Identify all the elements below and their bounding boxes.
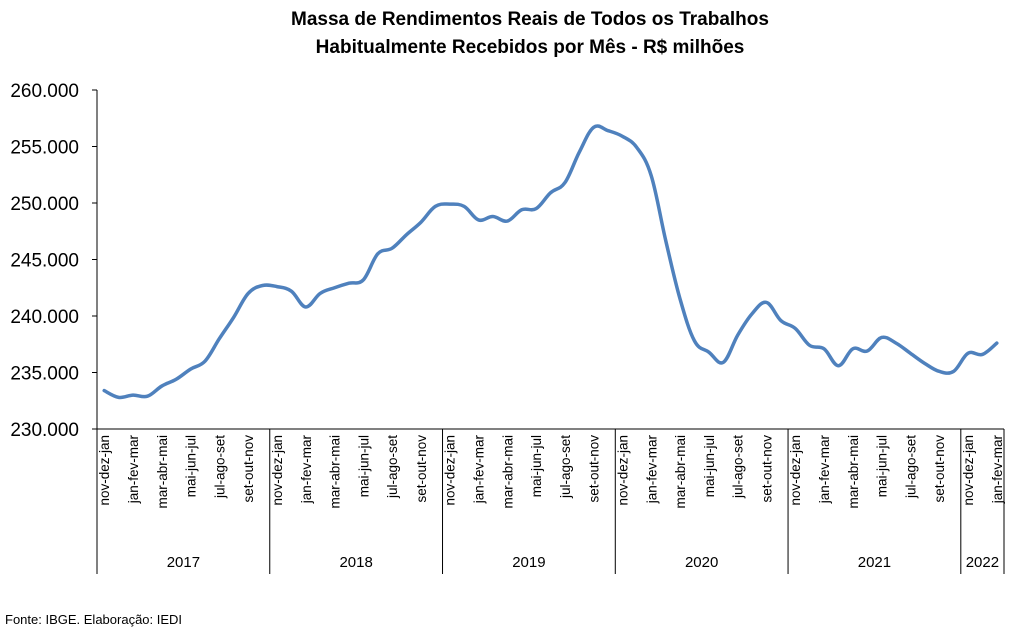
- x-tick-label: mai-jun-jul: [529, 435, 544, 497]
- x-tick-label: nov-dez-jan: [788, 435, 803, 506]
- x-tick-label: mai-jun-jul: [702, 435, 717, 497]
- series-line: [102, 124, 999, 400]
- x-tick-label: nov-dez-jan: [97, 435, 112, 506]
- x-tick-label: jul-ago-set: [385, 435, 400, 499]
- x-tick-label: nov-dez-jan: [270, 435, 285, 506]
- x-tick-label: set-out-nov: [759, 435, 774, 503]
- series-layer: [102, 124, 999, 400]
- source-note: Fonte: IBGE. Elaboração: IEDI: [5, 612, 182, 627]
- x-tick-label: jan-fev-mar: [126, 434, 141, 504]
- x-tick-label: mar-abr-mai: [846, 435, 861, 509]
- x-tick-label: mar-abr-mai: [673, 435, 688, 509]
- x-year-label: 2017: [167, 554, 200, 571]
- y-tick-label: 250.000: [10, 194, 79, 215]
- x-axis: nov-dez-jan jan-fev-mar mar-abr-mai mai-jun…: [96, 428, 1005, 574]
- x-tick-label: set-out-nov: [241, 435, 256, 503]
- x-tick-label: mai-jun-jul: [184, 435, 199, 497]
- x-tick-label: nov-dez-jan: [443, 435, 458, 506]
- y-tick-label: 260.000: [10, 81, 79, 102]
- x-year-label: 2022: [966, 554, 999, 571]
- x-tick-label: mai-jun-jul: [356, 435, 371, 497]
- x-tick-label: nov-dez-jan: [615, 435, 630, 506]
- x-tick-label: mar-abr-mai: [328, 435, 343, 509]
- x-tick-label: jan-fev-mar: [644, 434, 659, 504]
- x-tick-label: set-out-nov: [414, 435, 429, 503]
- chart-title-line-2: Habitualmente Recebidos por Mês - R$ mil…: [316, 37, 745, 58]
- x-year-label: 2019: [512, 554, 545, 571]
- y-tick-label: 255.000: [10, 138, 79, 159]
- x-tick-label: jan-fev-mar: [299, 434, 314, 504]
- y-tick-label: 240.000: [10, 307, 79, 328]
- x-year-label: 2018: [339, 554, 372, 571]
- x-tick-label: jan-fev-mar: [472, 434, 487, 504]
- x-tick-label: mai-jun-jul: [875, 435, 890, 497]
- x-tick-label: mar-abr-mai: [155, 435, 170, 509]
- x-year-label: 2021: [858, 554, 891, 571]
- x-tick-label: jan-fev-mar: [990, 434, 1005, 504]
- y-tick-label: 235.000: [10, 364, 79, 385]
- x-tick-label: jul-ago-set: [558, 435, 573, 499]
- x-tick-label: jul-ago-set: [731, 435, 746, 499]
- x-tick-label: set-out-nov: [932, 435, 947, 503]
- x-tick-label: jul-ago-set: [903, 435, 918, 499]
- y-axis: 230.000 235.000 240.000 245.000 250.000 255.0…: [10, 81, 98, 441]
- x-tick-label: jan-fev-mar: [817, 434, 832, 504]
- x-tick-label: jul-ago-set: [212, 435, 227, 499]
- chart-title-line-1: Massa de Rendimentos Reais de Todos os T…: [291, 9, 769, 30]
- x-tick-label: nov-dez-jan: [961, 435, 976, 506]
- y-tick-label: 230.000: [10, 420, 79, 441]
- x-year-label: 2020: [685, 554, 718, 571]
- x-tick-label: mar-abr-mai: [500, 435, 515, 509]
- x-tick-label: set-out-nov: [587, 435, 602, 503]
- y-tick-label: 245.000: [10, 251, 79, 272]
